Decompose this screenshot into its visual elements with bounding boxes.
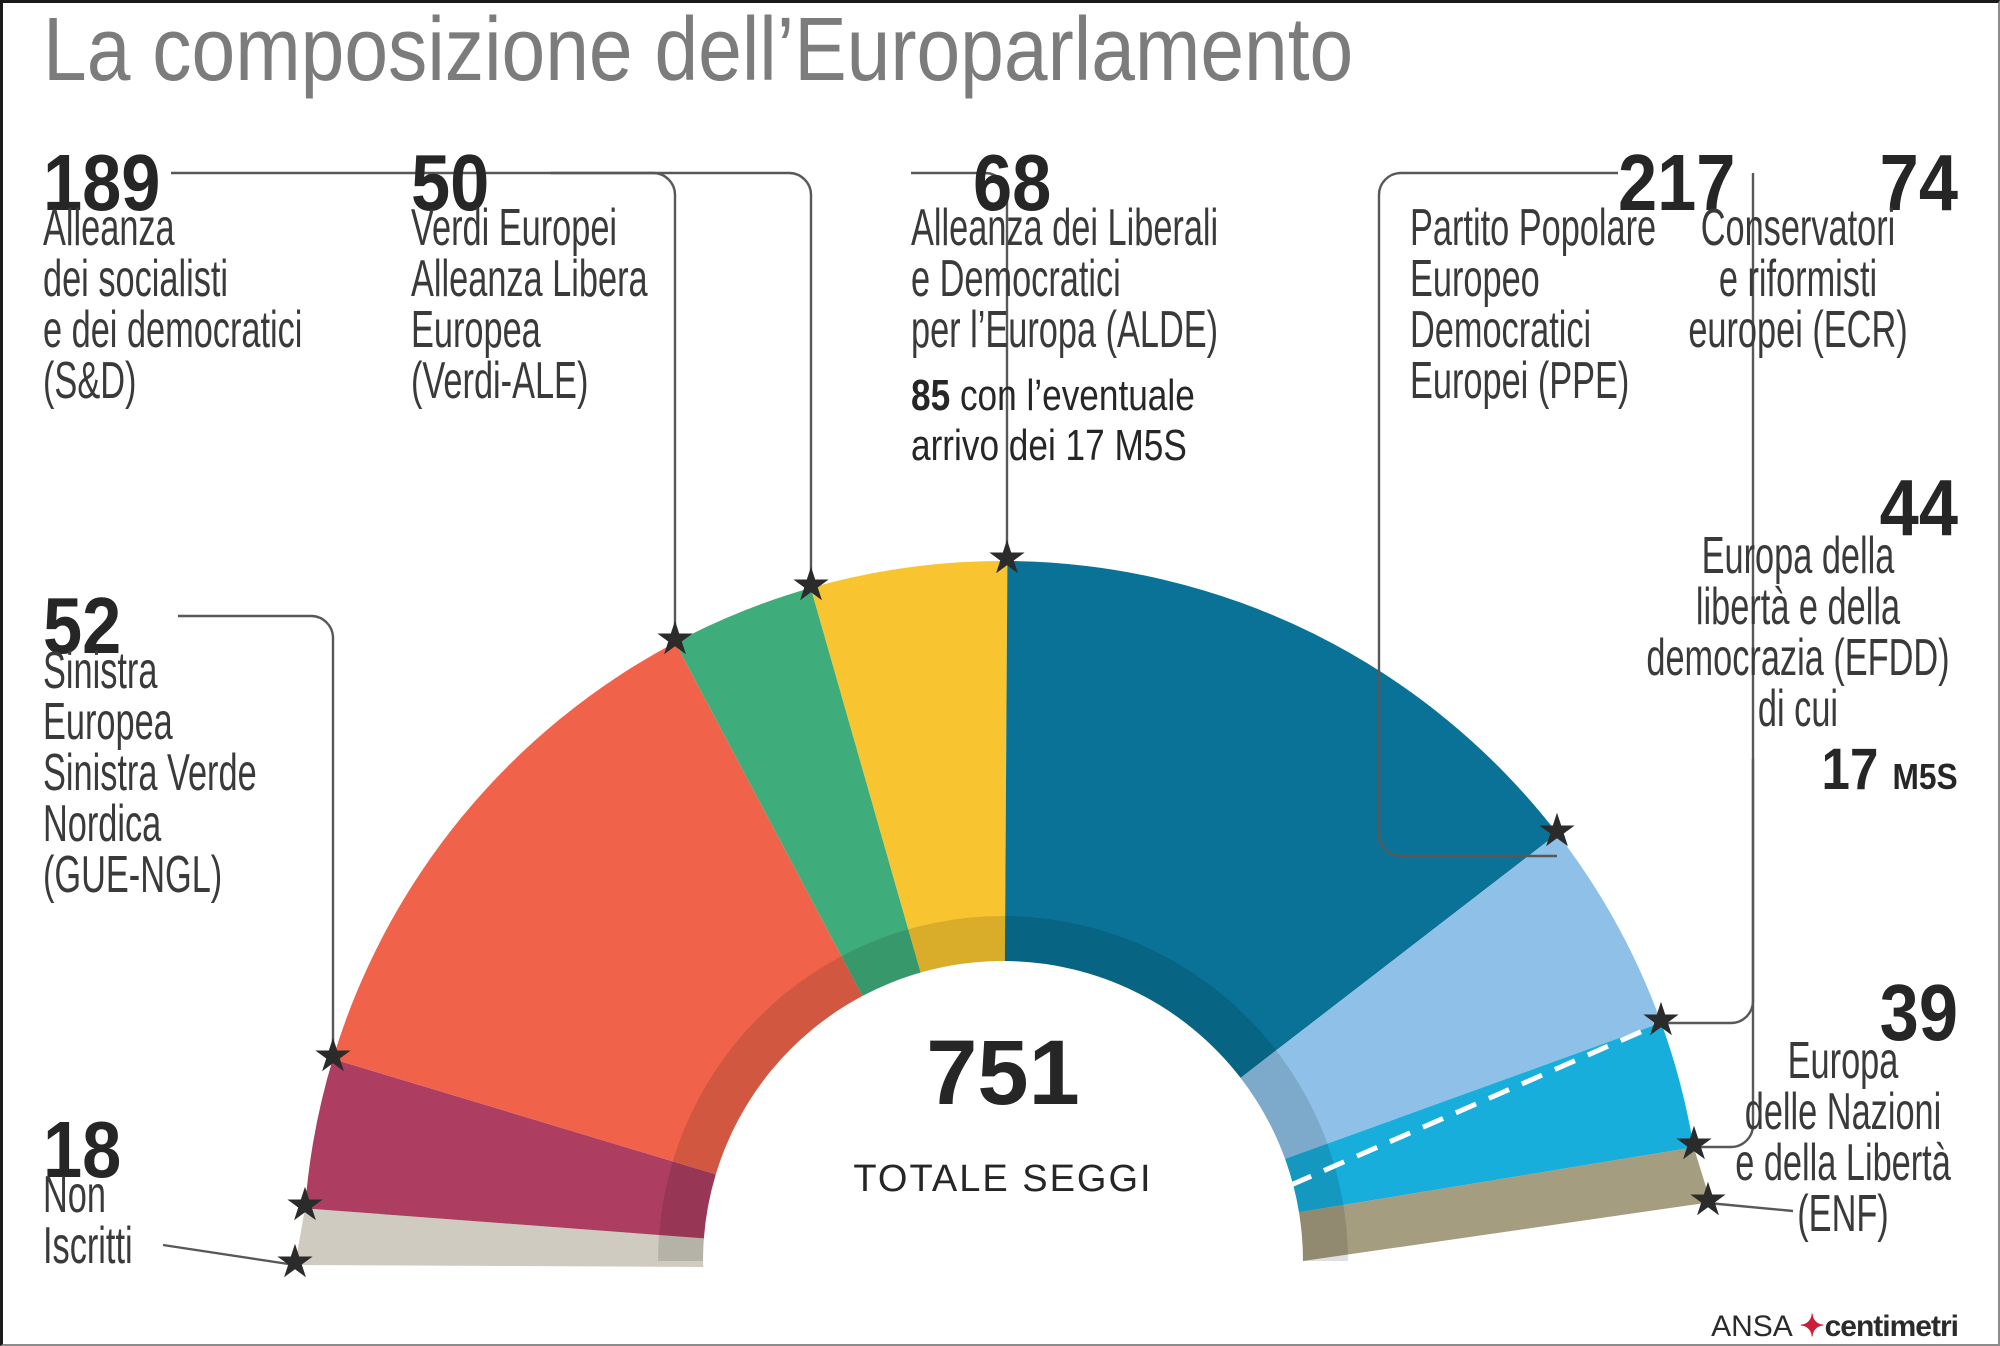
- svg-text:★: ★: [284, 1178, 325, 1230]
- svg-text:★: ★: [986, 531, 1027, 583]
- svg-text:★: ★: [654, 612, 695, 664]
- svg-text:★: ★: [274, 1235, 315, 1287]
- svg-text:★: ★: [790, 558, 831, 610]
- svg-text:★: ★: [1536, 804, 1577, 856]
- svg-text:★: ★: [312, 1029, 353, 1081]
- svg-text:★: ★: [1640, 993, 1681, 1045]
